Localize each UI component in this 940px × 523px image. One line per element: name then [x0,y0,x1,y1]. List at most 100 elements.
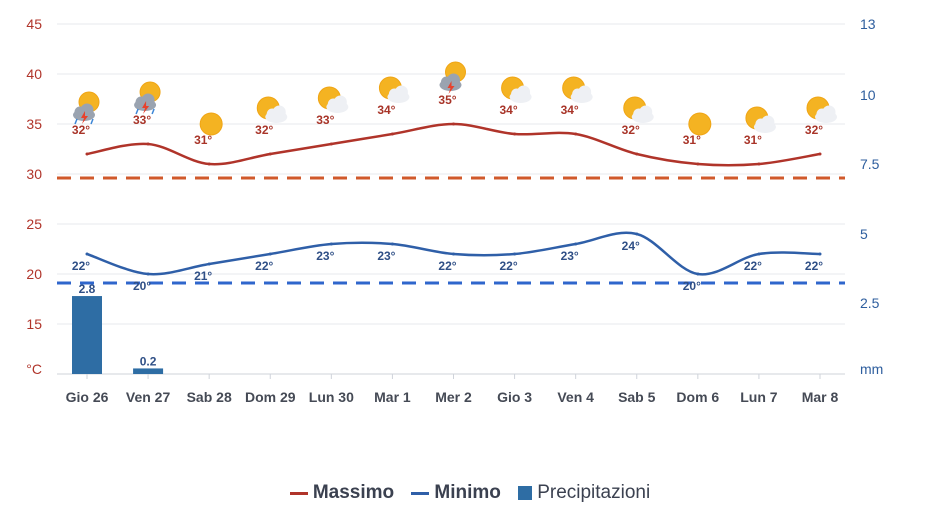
x-tick-label: Ven 27 [126,389,171,405]
data-point-massimo [757,162,761,166]
data-label-massimo: 31° [194,133,212,147]
sun-shape [199,112,223,136]
data-point-massimo [390,132,394,136]
data-point-massimo [207,162,211,166]
chart-legend: Massimo Minimo Precipitazioni [0,482,940,504]
data-point-massimo [696,162,700,166]
y-left-tick-label: 25 [26,216,42,232]
legend-swatch-minimo [411,491,430,495]
legend-label-minimo: Minimo [434,482,501,503]
data-label-massimo: 31° [683,133,701,147]
lightning-shape [447,81,455,94]
data-point-massimo [635,152,639,156]
data-label-minimo: 23° [377,249,395,263]
data-label-massimo: 33° [316,113,334,127]
partly-cloudy-icon [317,86,349,113]
legend-item-precipitazioni[interactable]: Precipitazioni [518,482,650,504]
y-left-tick-label: 35 [26,116,42,132]
y-left-unit-label: °C [26,361,42,377]
data-label-massimo: 34° [377,103,395,117]
sun-icon [688,112,712,136]
cloud-shape [141,93,155,107]
precipitation-bar [133,368,164,374]
data-label-massimo: 32° [622,123,640,137]
lightning-shape [142,101,150,114]
data-point-minimo [268,252,272,256]
sun-icon [199,112,223,136]
data-label-minimo: 20° [133,279,151,293]
cloud-shape [447,73,460,87]
data-point-minimo [329,242,333,246]
data-point-massimo [574,132,578,136]
cloud-shape [394,85,408,99]
precipitation-bar [72,296,102,374]
data-label-massimo: 32° [255,123,273,137]
legend-item-massimo[interactable]: Massimo [289,482,394,504]
cloud-shape [80,103,94,117]
x-tick-label: Dom 29 [245,389,296,405]
x-tick-label: Sab 5 [618,389,656,405]
y-left-tick-label: 20 [26,266,42,282]
data-point-minimo [85,252,89,256]
x-tick-label: Sab 28 [187,389,232,405]
precipitation-data-label: 0.2 [140,354,157,368]
legend-swatch-precipitazioni [518,486,533,500]
data-label-massimo: 34° [500,103,518,117]
data-point-minimo [757,252,761,256]
data-label-massimo: 32° [805,123,823,137]
x-tick-label: Mar 8 [802,389,839,405]
data-point-massimo [329,142,333,146]
y-left-tick-label: 30 [26,166,42,182]
x-tick-label: Dom 6 [676,389,719,405]
data-point-massimo [452,122,455,126]
x-tick-label: Gio 26 [66,389,109,405]
data-point-minimo [513,252,517,256]
partly-cloudy-icon [562,76,593,103]
data-point-minimo [635,232,639,236]
rain-drop [90,118,94,125]
data-label-massimo: 34° [561,103,579,117]
data-label-minimo: 22° [744,259,762,273]
x-tick-label: Lun 7 [740,389,778,405]
data-point-minimo [696,272,700,276]
cloud-shape [822,105,836,119]
rain-drop [74,118,78,125]
data-point-massimo [513,132,517,136]
data-point-minimo [146,272,150,276]
cloud-shape [517,85,531,99]
data-label-minimo: 22° [72,259,90,273]
data-point-massimo [268,152,272,156]
data-point-massimo [85,152,89,156]
rain-drop [135,108,139,115]
y-right-tick-label: 2.5 [860,295,880,311]
y-left-tick-label: 15 [26,316,42,332]
legend-swatch-massimo [289,491,308,495]
data-label-minimo: 20° [683,279,701,293]
y-left-tick-label: 45 [26,16,42,32]
y-right-tick-label: 7.5 [860,156,880,172]
legend-label-precipitazioni: Precipitazioni [537,482,651,503]
cloud-shape [333,95,347,109]
storm-partly-cloudy-icon [134,81,161,115]
data-label-minimo: 22° [438,259,456,273]
data-point-minimo [452,252,455,256]
partly-cloudy-icon [256,96,288,123]
cloud-shape [761,115,775,129]
data-label-minimo: 22° [805,259,823,273]
data-point-massimo [146,142,150,146]
data-label-minimo: 23° [316,249,334,263]
y-left-tick-label: 40 [26,66,42,82]
partly-cloudy-icon [378,76,410,103]
data-label-massimo: 35° [438,93,456,107]
y-right-tick-label: 5 [860,226,868,242]
data-point-minimo [207,262,211,266]
data-label-massimo: 32° [72,123,90,137]
data-label-minimo: 22° [255,259,273,273]
data-point-minimo [574,242,578,246]
partly-cloudy-icon [745,106,776,133]
y-right-unit-label: mm [860,361,883,377]
legend-item-minimo[interactable]: Minimo [411,482,501,504]
chart-plot: 45 40 35 30 25 20 15 °C 13 10 7.5 5 2.5 mm 2.8 0.2 32° 33… [26,16,883,405]
partly-cloudy-icon [806,96,837,123]
